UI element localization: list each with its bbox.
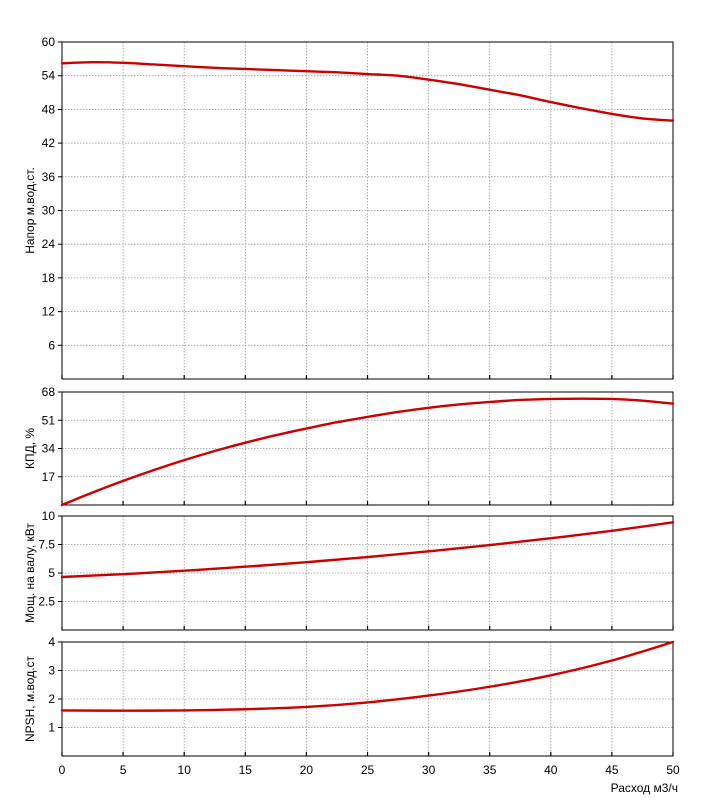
x-tick-label: 0 [59,763,66,777]
y-axis-title: КПД, % [23,428,37,469]
series-line-1 [60,640,675,712]
y-axis-title: Мощ. на валу, кВт [23,523,37,623]
panel-2: 17 34 51 68 КПД, % [23,385,675,507]
x-tick-label: 35 [483,763,497,777]
y-tick-label: 12 [42,305,56,319]
x-tick-label: 10 [178,763,192,777]
x-tick-label: 25 [361,763,375,777]
y-tick-label: 2.5 [38,595,55,609]
y-tick-label: 34 [42,442,56,456]
y-tick-label: 1 [48,721,55,735]
y-tick-label: 7.5 [38,538,55,552]
y-tick-label: 24 [42,237,56,251]
x-tick-label: 5 [120,763,127,777]
y-tick-label: 10 [42,509,56,523]
y-tick-label: 18 [42,271,56,285]
panel-4: 1 2 3 4 NPSH, м.вод.ст 0 5 10 15 20 25 30 35 40 45 50 Ра… [23,635,680,795]
y-tick-label: 60 [42,35,56,49]
y-tick-label: 5 [48,566,55,580]
y-tick-label: 68 [42,385,56,399]
y-tick-label: 51 [42,413,56,427]
series-line-1 [60,521,675,579]
y-tick-label: 30 [42,204,56,218]
y-tick-label: 54 [42,69,56,83]
y-axis-title: Напор м.вод.ст. [23,167,37,254]
panel-1: 6 12 18 24 30 36 42 48 54 60 Напор м.вод.ст. [23,35,675,380]
x-tick-label: 15 [239,763,253,777]
series-line-1 [60,61,675,122]
series-line-1 [60,397,675,507]
x-tick-label: 50 [666,763,680,777]
y-tick-label: 2 [48,692,55,706]
y-tick-label: 42 [42,136,56,150]
x-tick-label: 20 [300,763,314,777]
x-tick-label: 45 [605,763,619,777]
y-tick-label: 6 [48,338,55,352]
y-tick-label: 4 [48,635,55,649]
y-tick-label: 36 [42,170,56,184]
y-tick-label: 48 [42,102,56,116]
y-axis-title: NPSH, м.вод.ст [23,655,37,742]
x-tick-label: 40 [544,763,558,777]
panel-3: 2.5 5 7.5 10 Мощ. на валу, кВт [23,509,675,631]
y-tick-label: 3 [48,664,55,678]
x-tick-label: 30 [422,763,436,777]
y-tick-label: 17 [42,470,56,484]
x-axis-title: Расход м3/ч [611,781,678,795]
